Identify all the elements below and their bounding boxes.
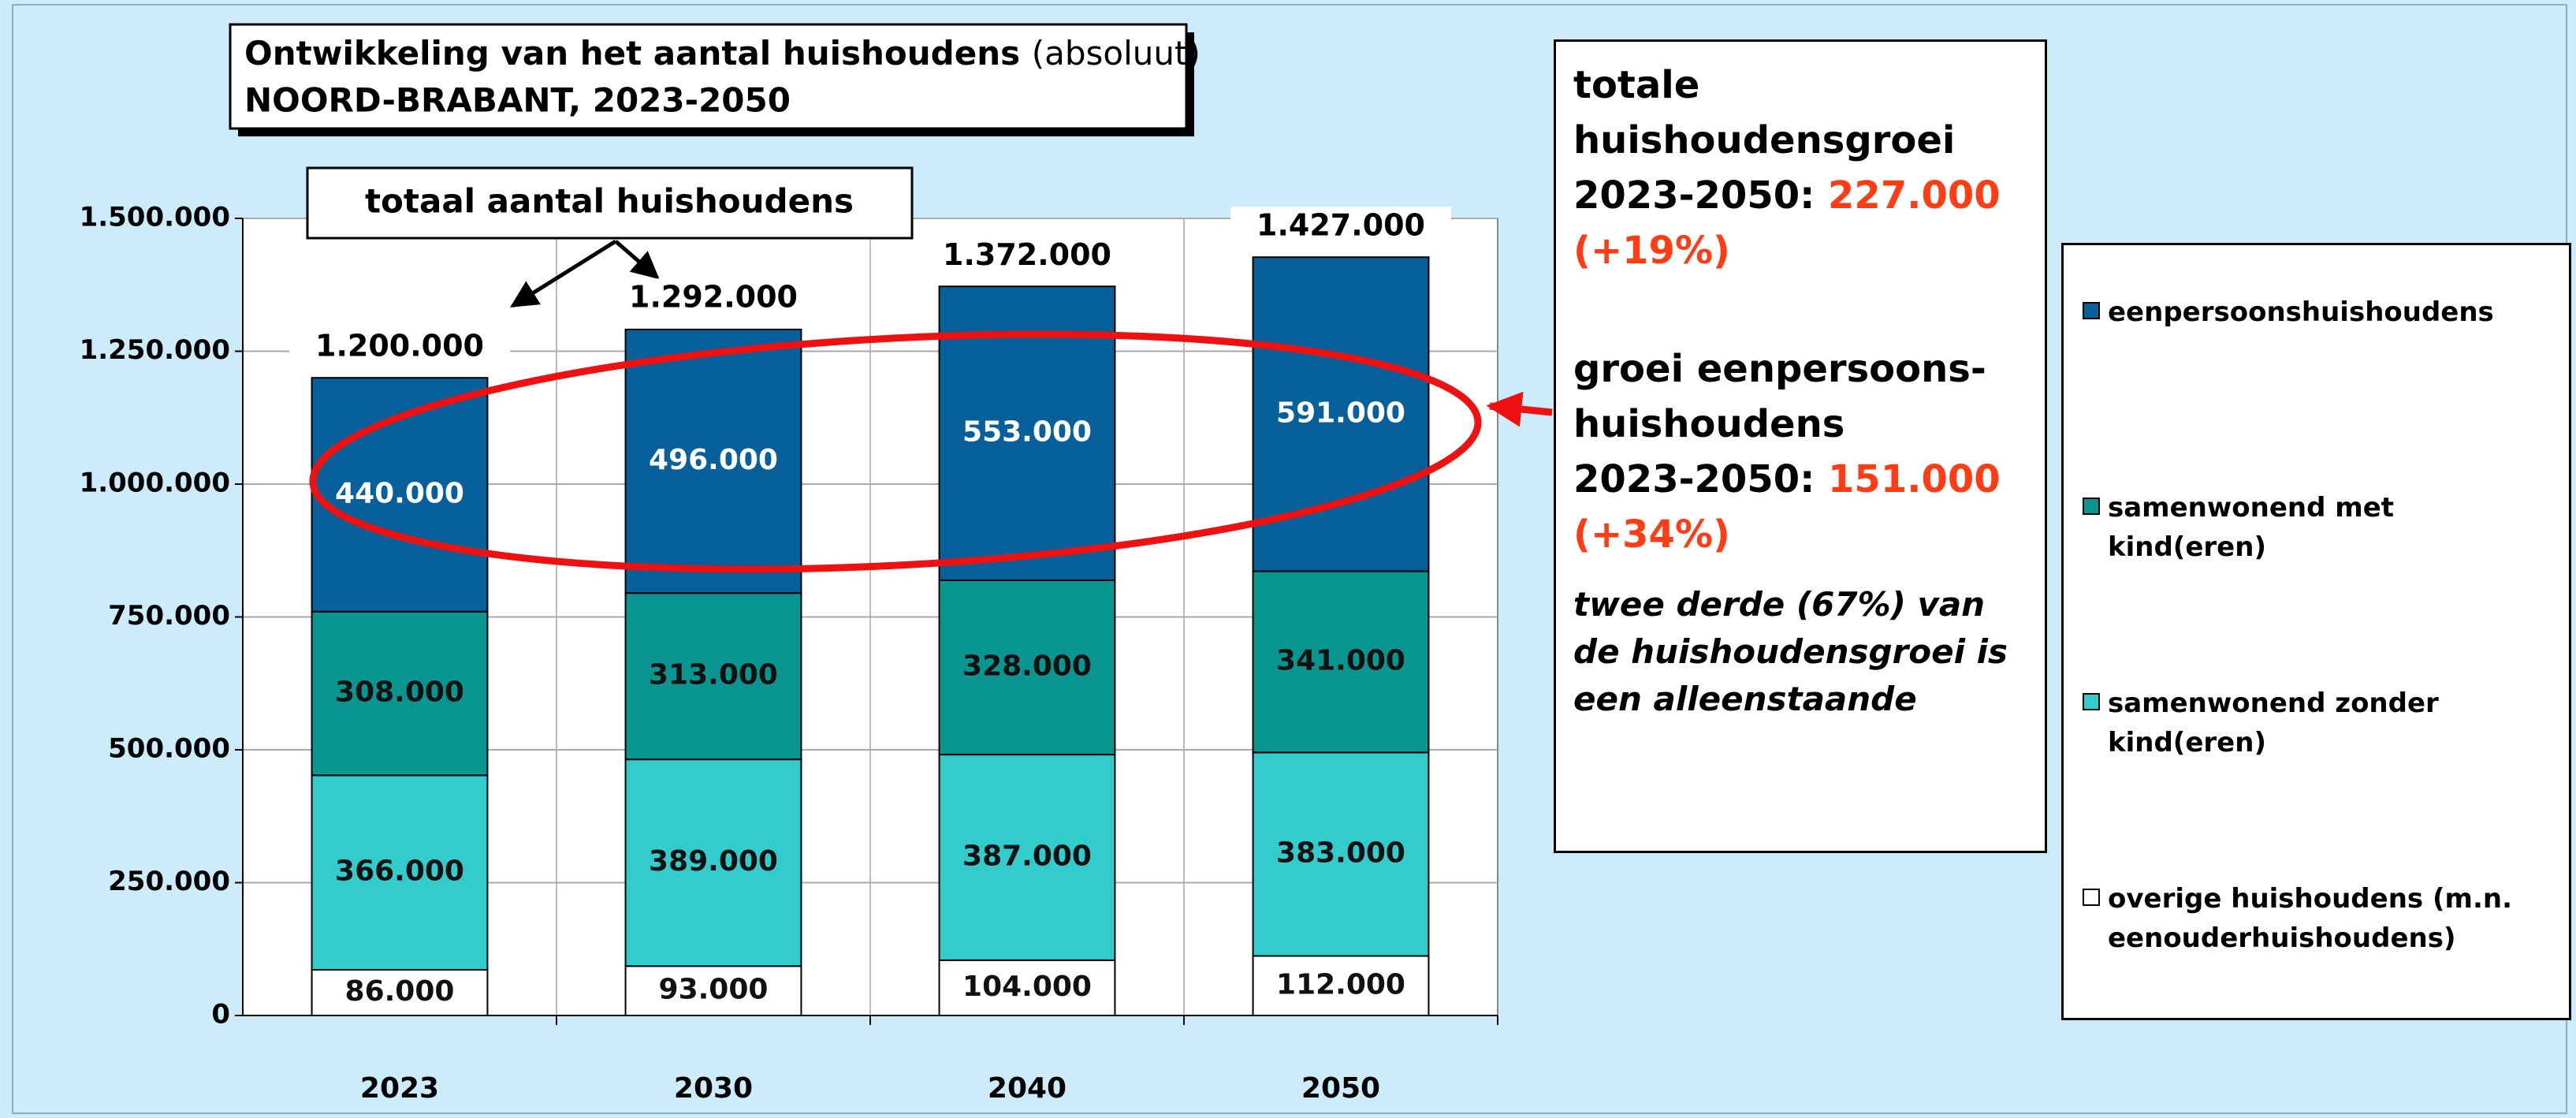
note-line: de huishoudensgroei is [1573, 632, 2008, 671]
growth-line: 2023-2050: 151.000 [1573, 452, 2027, 507]
value-label: 387.000 [962, 840, 1092, 872]
growth-change: (+19%) [1573, 229, 1730, 273]
bar-segment [1252, 751, 1430, 957]
growth-box: totale huishoudensgroei 2023-2050: 227.0… [1554, 39, 2047, 853]
value-label: 440.000 [335, 477, 464, 509]
y-tick-label: 1.500.000 [80, 202, 230, 233]
growth-period: 2023-2050: [1573, 173, 1815, 218]
total-label-bg [917, 236, 1137, 278]
bar-segment [624, 758, 802, 967]
value-label: 341.000 [1276, 644, 1405, 676]
red-arrow [1486, 391, 1553, 427]
bar-segment [311, 969, 489, 1017]
y-tick-label: 0 [211, 999, 230, 1030]
highlight-ellipse [309, 330, 1482, 573]
legend-swatch [2083, 693, 2100, 710]
legend-entry: eenpersoonshuishoudens [2083, 293, 2561, 488]
value-label: 86.000 [345, 975, 455, 1008]
value-label: 313.000 [649, 659, 778, 691]
growth-text: totale [1573, 63, 1700, 107]
growth-line: 2023-2050: 227.000 [1573, 168, 2027, 223]
growth-value: 227.000 [1828, 173, 2001, 218]
bar-segment [624, 328, 802, 594]
chart-subtitle: NOORD-BRABANT, 2023-2050 [244, 81, 791, 120]
growth-change: (+34%) [1573, 512, 1730, 557]
total-label: 1.292.000 [629, 280, 798, 315]
bar-segment [311, 774, 489, 971]
bar-segment [938, 959, 1116, 1017]
legend-swatch [2083, 302, 2100, 319]
value-label: 308.000 [335, 676, 464, 709]
totals-label: totaal aantal huishoudens [365, 182, 854, 221]
total-label-bg [289, 327, 510, 369]
legend-label: overige huishoudens (m.n. eenouderhuisho… [2108, 883, 2512, 954]
y-tick-label: 250.000 [108, 866, 230, 897]
value-label: 591.000 [1276, 397, 1405, 429]
x-tick-label: 2023 [360, 1072, 439, 1105]
total-label: 1.200.000 [315, 329, 484, 363]
y-tick-label: 500.000 [108, 733, 230, 765]
bar-segment [624, 965, 802, 1016]
bar-segment [938, 579, 1116, 756]
total-label: 1.427.000 [1256, 208, 1425, 243]
title-main: Ontwikkeling van het aantal huishoudens [244, 34, 1020, 73]
arrow [510, 239, 617, 308]
x-tick-label: 2030 [674, 1072, 753, 1105]
legend-label: samenwonend met kind(eren) [2108, 492, 2395, 563]
value-label: 383.000 [1276, 837, 1405, 869]
note-line: een alleenstaande [1573, 680, 1917, 718]
legend-entry: overige huishoudens (m.n. eenouderhuisho… [2083, 879, 2561, 1075]
value-label: 93.000 [659, 974, 769, 1006]
legend-entry: samenwonend met kind(eren) [2083, 488, 2561, 684]
value-label: 104.000 [962, 971, 1092, 1003]
legend-entry: samenwonend zonder kind(eren) [2083, 684, 2561, 879]
bar-segment [311, 610, 489, 777]
legend-swatch [2083, 498, 2100, 515]
legend-label: samenwonend zonder kind(eren) [2108, 688, 2439, 758]
bar-segment [624, 592, 802, 761]
bar-segment [938, 754, 1116, 961]
total-label-bg [603, 278, 824, 320]
bar-segment [1252, 570, 1430, 754]
y-tick-label: 1.000.000 [80, 468, 230, 499]
title-box [229, 23, 1188, 130]
growth-value: 151.000 [1828, 457, 2001, 501]
value-label: 389.000 [649, 845, 778, 878]
note: twee derde (67%) van de huishoudensgroei… [1573, 581, 2027, 723]
value-label: 328.000 [962, 650, 1092, 683]
growth-text: huishoudensgroei [1573, 118, 1956, 162]
legend-label: eenpersoonshuishoudens [2108, 296, 2494, 328]
x-tick-label: 2040 [988, 1072, 1067, 1105]
value-label: 112.000 [1276, 968, 1405, 1001]
total-label: 1.372.000 [943, 237, 1111, 272]
chart-title: Ontwikkeling van het aantal huishoudens … [244, 34, 1201, 73]
total-label-bg [1230, 207, 1451, 248]
growth-text: groei eenpersoons- [1573, 347, 1986, 391]
growth-text: huishoudens [1573, 402, 1845, 446]
y-tick-label: 750.000 [108, 600, 230, 632]
totals-box [306, 166, 914, 240]
legend-swatch [2083, 889, 2100, 906]
y-tick-label: 1.250.000 [80, 334, 230, 366]
arrow [614, 240, 660, 280]
legend: eenpersoonshuishoudens samenwonend met ki… [2061, 243, 2571, 1020]
value-label: 496.000 [649, 444, 778, 476]
note-line: twee derde (67%) van [1573, 585, 1986, 624]
x-tick-label: 2050 [1301, 1072, 1380, 1105]
value-label: 366.000 [335, 855, 464, 888]
title-note: (absoluut) [1032, 34, 1201, 73]
value-label: 553.000 [962, 416, 1092, 449]
growth-period: 2023-2050: [1573, 457, 1815, 501]
